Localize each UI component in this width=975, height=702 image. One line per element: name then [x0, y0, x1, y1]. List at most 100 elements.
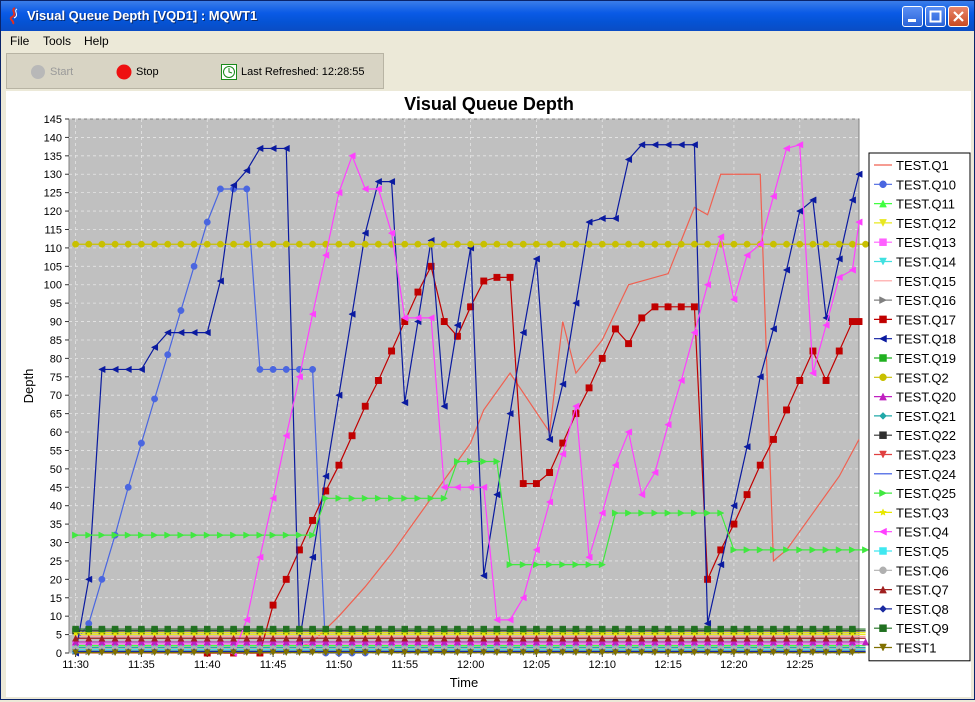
legend-item: TEST.Q2 [874, 370, 949, 385]
data-point [651, 649, 659, 657]
data-point [651, 634, 659, 642]
y-tick-label: 110 [44, 243, 62, 255]
x-tick-label: 11:35 [128, 659, 155, 671]
stop-button[interactable]: Stop [116, 64, 159, 80]
legend-label: TEST.Q16 [896, 293, 956, 308]
legend-item: TEST.Q16 [874, 293, 956, 308]
data-point [348, 152, 356, 160]
data-point [190, 634, 198, 642]
data-point [467, 457, 475, 466]
data-point [98, 575, 106, 583]
legend-item: TEST.Q19 [874, 351, 956, 366]
data-point [730, 520, 738, 528]
data-point [611, 509, 620, 517]
legend-marker [879, 585, 887, 594]
data-point [282, 144, 290, 153]
data-point [335, 240, 343, 248]
data-point [559, 649, 567, 657]
data-point [783, 625, 790, 633]
title-bar[interactable]: Visual Queue Depth [VQD1] : MQWT1 [1, 1, 974, 31]
data-point [374, 178, 382, 186]
data-point [638, 634, 646, 642]
data-point [532, 546, 540, 554]
data-point [177, 625, 185, 633]
data-point [677, 141, 685, 149]
x-tick-label: 12:10 [588, 659, 616, 671]
refresh-label: Last Refreshed: 12:28:55 [241, 66, 365, 78]
data-point [72, 634, 79, 642]
data-point [704, 575, 712, 583]
data-point [678, 625, 685, 633]
data-point [256, 634, 264, 642]
legend-label: TEST.Q12 [896, 216, 956, 231]
data-point [151, 395, 159, 403]
data-point [533, 649, 540, 657]
data-point [770, 625, 777, 633]
x-tick-label: 12:25 [786, 659, 814, 671]
data-point [322, 634, 330, 642]
legend-label: TEST.Q5 [896, 544, 949, 559]
close-button[interactable] [948, 6, 969, 27]
window-title: Visual Queue Depth [VQD1] : MQWT1 [27, 8, 258, 23]
y-tick-label: 40 [50, 501, 62, 513]
data-point [427, 314, 435, 322]
data-point [335, 634, 343, 642]
data-point [427, 240, 435, 248]
data-point [190, 328, 198, 337]
data-point [282, 575, 290, 583]
legend-label: TEST.Q21 [896, 409, 956, 424]
data-point [124, 649, 132, 657]
data-point [704, 240, 712, 248]
data-point [124, 365, 132, 374]
data-point [137, 365, 145, 374]
data-point [651, 141, 659, 149]
legend-item: TEST1 [874, 641, 936, 656]
series-test-q7 [72, 634, 866, 642]
data-point [783, 240, 791, 248]
data-point [611, 325, 619, 333]
data-point [335, 625, 343, 633]
y-tick-label: 135 [44, 151, 62, 163]
data-point [361, 649, 369, 657]
data-point [783, 649, 790, 657]
data-point [756, 546, 765, 554]
menu-tools[interactable]: Tools [43, 34, 72, 48]
data-point [651, 509, 659, 517]
data-point [651, 468, 659, 477]
legend-item: TEST.Q11 [874, 197, 955, 212]
data-point [796, 634, 804, 642]
data-point [427, 625, 435, 633]
legend-marker [879, 199, 887, 208]
data-point [440, 483, 448, 491]
start-button[interactable]: Start [30, 64, 73, 80]
minimize-button[interactable] [902, 6, 923, 27]
data-point [203, 649, 211, 657]
data-point [664, 141, 672, 149]
legend-marker [879, 296, 888, 305]
menu-help[interactable]: Help [84, 34, 109, 48]
data-point [427, 262, 435, 270]
legend-item: TEST.Q12 [874, 216, 956, 231]
data-point [269, 494, 277, 502]
maximize-button[interactable] [925, 6, 946, 27]
data-point [454, 649, 461, 657]
data-point [519, 328, 527, 337]
data-point [862, 240, 870, 248]
data-point [769, 546, 778, 554]
data-point [848, 196, 856, 204]
data-point [388, 649, 395, 657]
data-point [375, 634, 382, 642]
legend-item: TEST.Q24 [874, 467, 956, 482]
menu-file[interactable]: File [10, 34, 30, 48]
data-point [664, 421, 672, 429]
data-point [783, 546, 791, 554]
data-point [730, 240, 738, 248]
data-point [414, 314, 422, 322]
data-point [769, 435, 777, 443]
data-point [783, 634, 790, 642]
data-point [216, 531, 225, 539]
data-point [203, 531, 212, 539]
data-point [637, 141, 646, 149]
data-point [243, 634, 251, 642]
data-point [835, 649, 843, 657]
